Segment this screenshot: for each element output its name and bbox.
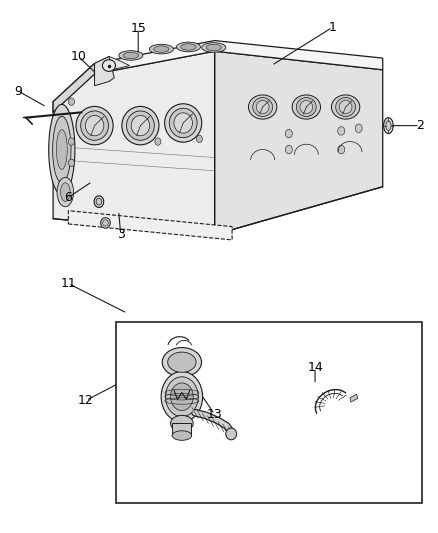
Text: 14: 14 bbox=[307, 361, 323, 374]
Ellipse shape bbox=[102, 220, 108, 226]
Circle shape bbox=[355, 124, 362, 133]
Circle shape bbox=[68, 98, 74, 106]
Text: 11: 11 bbox=[60, 277, 76, 290]
Ellipse shape bbox=[122, 107, 159, 145]
Ellipse shape bbox=[76, 107, 113, 145]
Polygon shape bbox=[172, 423, 191, 435]
Ellipse shape bbox=[384, 118, 393, 134]
Ellipse shape bbox=[174, 113, 192, 133]
Ellipse shape bbox=[181, 44, 196, 50]
Ellipse shape bbox=[170, 415, 193, 431]
Text: 2: 2 bbox=[416, 119, 424, 132]
Ellipse shape bbox=[123, 52, 138, 59]
Polygon shape bbox=[215, 51, 383, 235]
Ellipse shape bbox=[154, 46, 169, 52]
Ellipse shape bbox=[96, 198, 102, 205]
Ellipse shape bbox=[332, 95, 360, 119]
Ellipse shape bbox=[57, 177, 74, 207]
Ellipse shape bbox=[53, 116, 71, 183]
Circle shape bbox=[286, 130, 292, 138]
Circle shape bbox=[286, 146, 292, 154]
Text: 10: 10 bbox=[71, 50, 86, 63]
Text: 12: 12 bbox=[78, 394, 94, 407]
Polygon shape bbox=[95, 56, 130, 74]
Ellipse shape bbox=[202, 43, 226, 52]
Ellipse shape bbox=[49, 104, 75, 195]
Ellipse shape bbox=[161, 372, 203, 422]
Circle shape bbox=[68, 138, 74, 146]
Ellipse shape bbox=[149, 44, 173, 54]
Ellipse shape bbox=[253, 98, 272, 117]
Text: 3: 3 bbox=[117, 228, 125, 241]
Ellipse shape bbox=[94, 196, 104, 207]
Ellipse shape bbox=[256, 100, 269, 114]
Polygon shape bbox=[53, 51, 215, 235]
Polygon shape bbox=[95, 41, 383, 74]
Ellipse shape bbox=[386, 121, 391, 131]
Ellipse shape bbox=[102, 60, 116, 71]
Ellipse shape bbox=[339, 100, 352, 114]
Polygon shape bbox=[53, 63, 95, 112]
Ellipse shape bbox=[165, 104, 202, 142]
Circle shape bbox=[68, 159, 74, 166]
Circle shape bbox=[155, 138, 161, 146]
Ellipse shape bbox=[166, 377, 198, 417]
Ellipse shape bbox=[101, 217, 110, 228]
Ellipse shape bbox=[248, 95, 277, 119]
Ellipse shape bbox=[119, 51, 143, 60]
Ellipse shape bbox=[300, 100, 313, 114]
Ellipse shape bbox=[172, 431, 192, 440]
Text: 13: 13 bbox=[207, 408, 223, 421]
Text: 6: 6 bbox=[64, 191, 72, 204]
Circle shape bbox=[338, 146, 345, 154]
Ellipse shape bbox=[336, 98, 356, 117]
Circle shape bbox=[196, 135, 202, 143]
Ellipse shape bbox=[81, 111, 109, 140]
Ellipse shape bbox=[170, 383, 193, 410]
Polygon shape bbox=[350, 394, 358, 402]
Ellipse shape bbox=[297, 98, 316, 117]
Ellipse shape bbox=[168, 352, 196, 372]
Ellipse shape bbox=[57, 130, 67, 169]
Polygon shape bbox=[95, 56, 114, 86]
Text: 15: 15 bbox=[130, 22, 146, 35]
Bar bbox=[117, 322, 422, 503]
Text: 9: 9 bbox=[14, 85, 22, 98]
Circle shape bbox=[338, 127, 345, 135]
Ellipse shape bbox=[127, 111, 154, 140]
Ellipse shape bbox=[226, 428, 237, 440]
Ellipse shape bbox=[85, 116, 104, 136]
Ellipse shape bbox=[60, 183, 70, 201]
Ellipse shape bbox=[292, 95, 321, 119]
Ellipse shape bbox=[177, 42, 201, 52]
Ellipse shape bbox=[206, 44, 221, 51]
Ellipse shape bbox=[131, 116, 150, 136]
Ellipse shape bbox=[169, 108, 197, 138]
Ellipse shape bbox=[162, 348, 201, 377]
Polygon shape bbox=[68, 211, 232, 240]
Text: 1: 1 bbox=[328, 21, 336, 34]
